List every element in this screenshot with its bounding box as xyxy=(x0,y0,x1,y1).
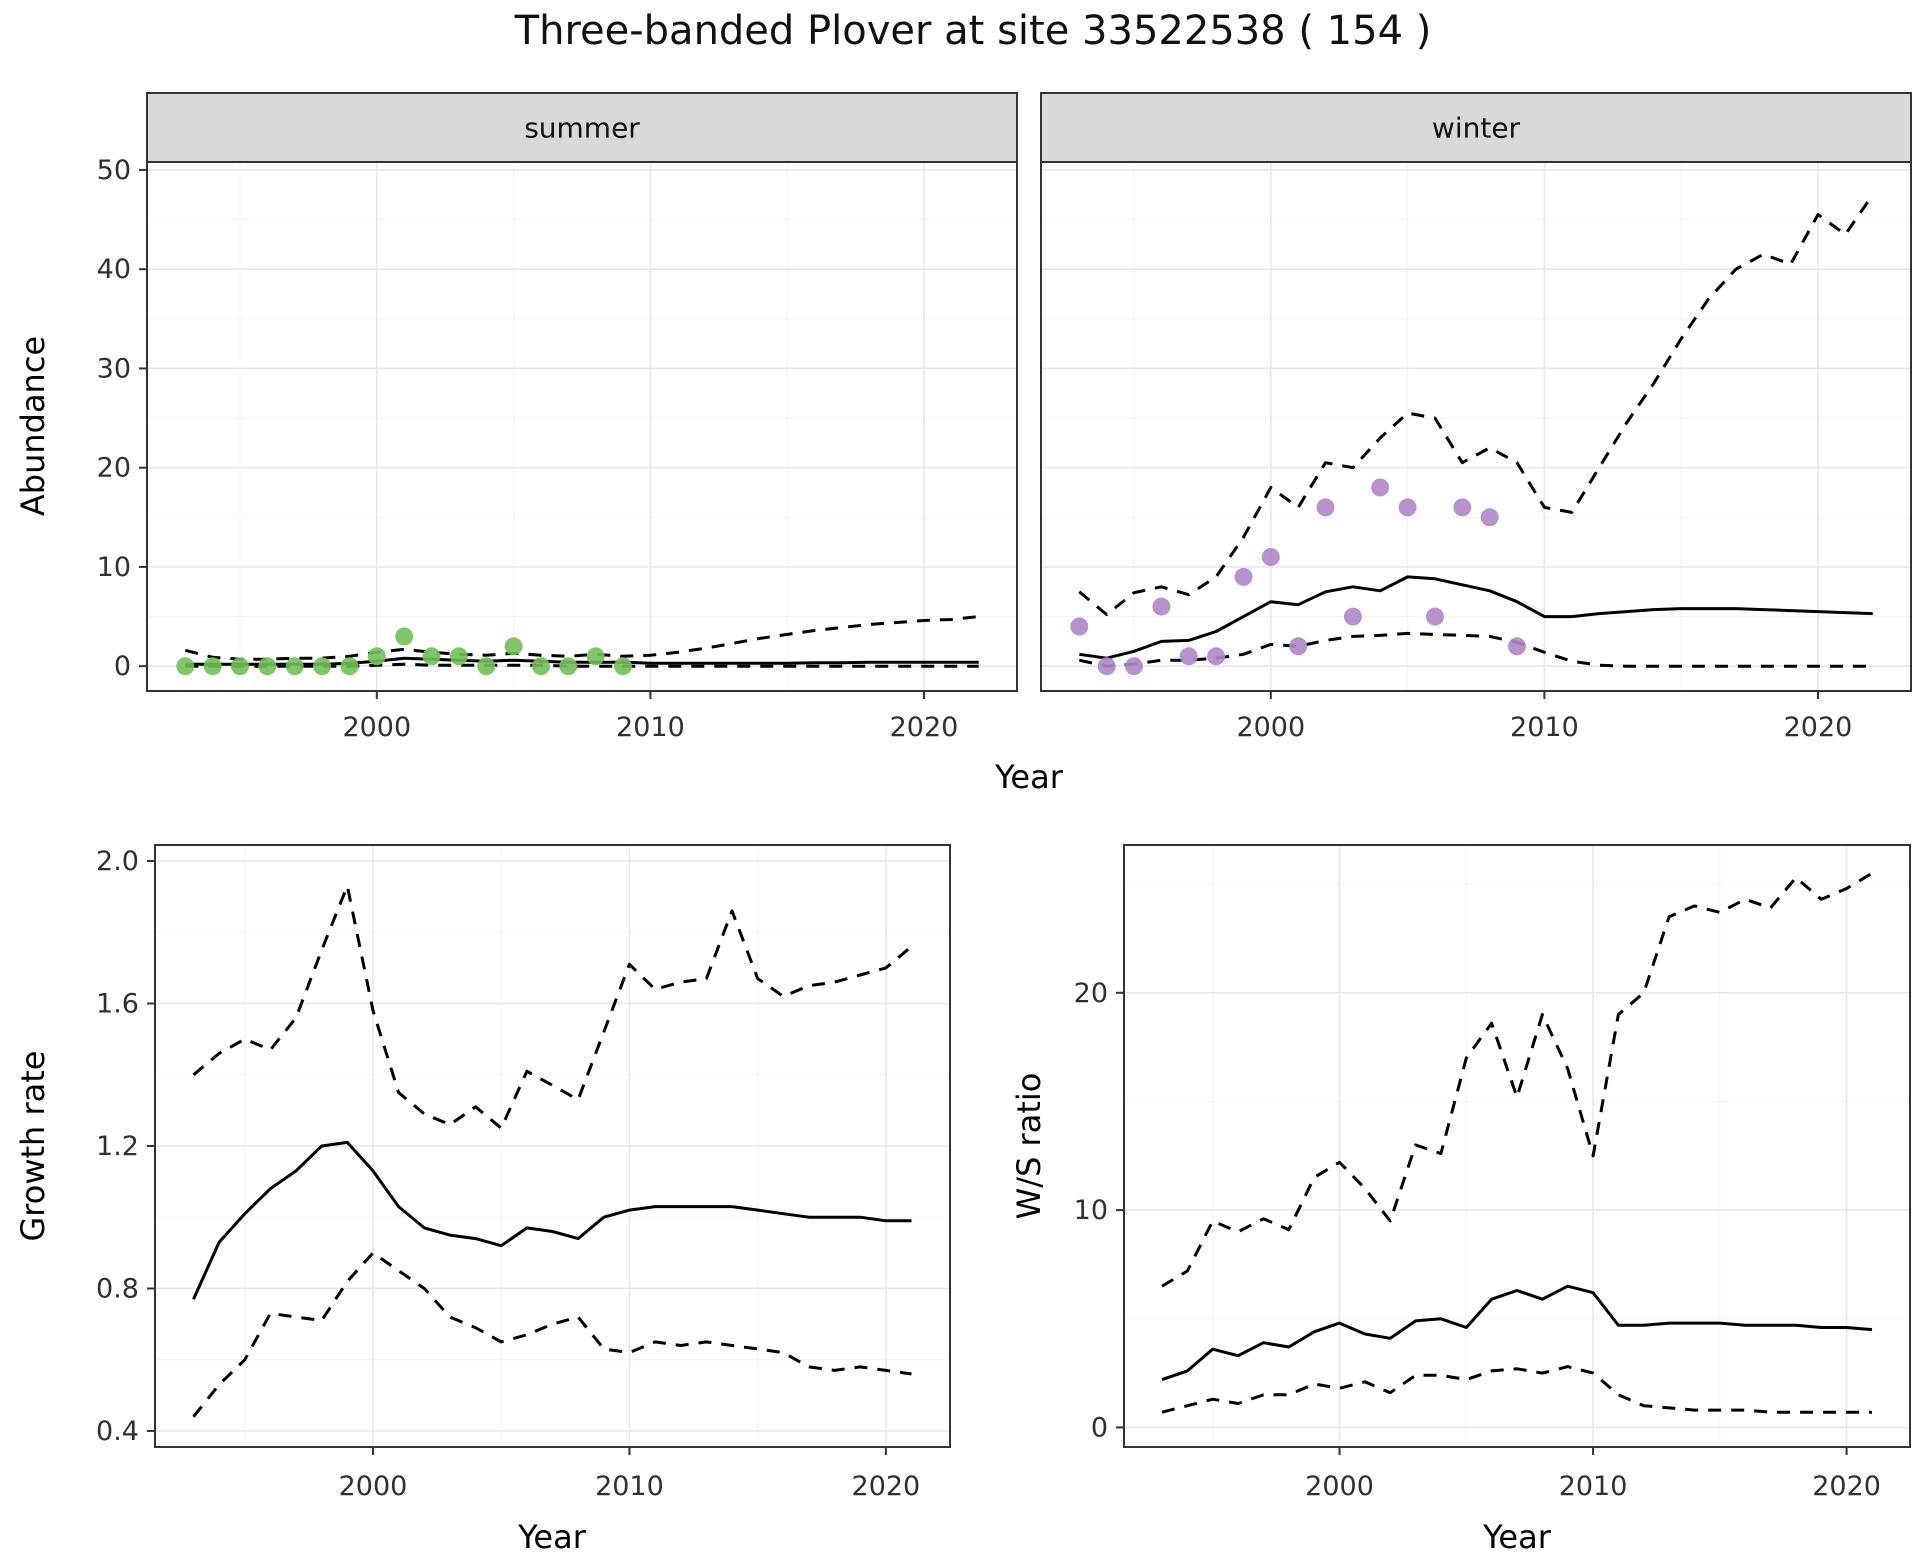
panel-background xyxy=(1124,845,1910,1447)
observed-point xyxy=(340,657,359,676)
observed-point xyxy=(258,657,277,676)
x-tick-label: 2010 xyxy=(595,1471,664,1502)
observed-point xyxy=(285,657,304,676)
y-tick-label: 20 xyxy=(1074,978,1108,1009)
observed-point xyxy=(1343,607,1362,626)
observed-point xyxy=(1289,637,1308,656)
y-tick-label: 2.0 xyxy=(96,846,139,877)
series-group-ws-ratio xyxy=(1161,872,1873,1414)
y-tick-label: 0 xyxy=(114,651,131,682)
y-axis-title: Abundance xyxy=(14,336,52,516)
observed-point xyxy=(1426,607,1444,626)
y-tick-label: 10 xyxy=(1074,1195,1108,1226)
x-tick-label: 2000 xyxy=(1236,712,1305,743)
x-tick-label: 2010 xyxy=(616,712,685,743)
x-tick-label: 2020 xyxy=(1812,1471,1881,1502)
observed-point xyxy=(1371,478,1390,497)
observed-point xyxy=(422,647,441,666)
observed-point xyxy=(203,657,222,676)
y-tick-label: 1.2 xyxy=(96,1131,139,1162)
y-tick-label: 40 xyxy=(97,254,131,285)
x-axis-title: Year xyxy=(994,758,1064,796)
y-axis-title: W/S ratio xyxy=(1010,1073,1048,1220)
observed-point xyxy=(614,657,632,676)
facet-strip xyxy=(146,92,1018,163)
y-tick-label: 50 xyxy=(97,155,131,186)
observed-point xyxy=(1070,617,1089,636)
x-tick-label: 2000 xyxy=(1305,1471,1374,1502)
y-tick-label: 0.8 xyxy=(96,1273,139,1304)
x-tick-label: 2000 xyxy=(339,1471,408,1502)
chart-growth-rate: 2000 2010 2020 0.4 0.8 1.2 1.6 2.0 Growth rate Ye… xyxy=(14,844,951,1556)
panel-summer: 2000 2010 2020 0 10 20 30 40 50 summer xyxy=(97,92,1018,743)
panel-winter: 2000 2010 2020 winter xyxy=(1040,92,1912,743)
chart-ws-ratio: 2000 2010 2020 0 10 20 W/S ratio Year xyxy=(1010,844,1911,1556)
x-tick-label: 2020 xyxy=(852,1471,921,1502)
y-tick-label: 0.4 xyxy=(96,1416,139,1447)
observed-point xyxy=(449,647,468,666)
observed-point xyxy=(504,637,523,656)
upper-ci-line xyxy=(1078,193,1874,617)
observed-point xyxy=(1125,657,1143,676)
series-group-growth-rate xyxy=(192,884,913,1418)
observed-point xyxy=(477,657,496,676)
observed-point xyxy=(395,627,414,646)
observed-point xyxy=(586,647,605,666)
observed-point xyxy=(1097,657,1116,676)
x-tick-label: 2000 xyxy=(342,712,411,743)
facet-strip-label: summer xyxy=(524,112,640,145)
observed-point xyxy=(313,657,332,676)
x-tick-label: 2020 xyxy=(1784,712,1853,743)
observed-point xyxy=(1398,498,1417,517)
facet-strip xyxy=(1040,92,1912,163)
lower-ci-line xyxy=(1161,1365,1872,1414)
y-tick-label: 0 xyxy=(1091,1412,1108,1443)
panel-background xyxy=(147,162,1017,691)
observed-point xyxy=(1508,637,1526,656)
fit-line xyxy=(1079,575,1873,660)
facet-strip-label: winter xyxy=(1432,112,1521,145)
x-axis-title: Year xyxy=(1482,1518,1552,1556)
x-axis-title: Year xyxy=(517,1518,587,1556)
upper-ci-line xyxy=(184,615,979,661)
lower-ci-line xyxy=(185,662,979,668)
observed-point xyxy=(1453,498,1472,517)
lower-ci-line xyxy=(1078,631,1873,668)
x-tick-label: 2010 xyxy=(1559,1471,1628,1502)
panel-growth-rate: 2000 2010 2020 0.4 0.8 1.2 1.6 2.0 xyxy=(96,844,951,1502)
y-axis-title: Growth rate xyxy=(14,1051,52,1242)
observed-point xyxy=(231,657,249,676)
observed-point xyxy=(367,647,386,666)
panel-background xyxy=(1041,162,1911,691)
observed-point xyxy=(1261,548,1280,566)
panel-ws-ratio: 2000 2010 2020 0 10 20 xyxy=(1074,844,1911,1502)
series-group-summer xyxy=(176,615,979,676)
series-group-winter xyxy=(1070,193,1874,676)
upper-ci-line xyxy=(1161,872,1873,1288)
panel-border xyxy=(1123,844,1911,1448)
lower-ci-line xyxy=(192,1251,912,1418)
observed-point xyxy=(1316,498,1335,517)
observed-point xyxy=(1152,597,1171,616)
fit-line xyxy=(192,1140,912,1300)
observed-point xyxy=(1480,508,1499,527)
y-tick-label: 10 xyxy=(97,552,131,583)
upper-ci-line xyxy=(192,884,913,1130)
x-tick-label: 2010 xyxy=(1510,712,1579,743)
observed-point xyxy=(1179,647,1198,666)
observed-point xyxy=(1234,567,1253,586)
fit-line xyxy=(1161,1284,1873,1382)
y-tick-label: 30 xyxy=(97,353,131,384)
observed-point xyxy=(176,657,195,676)
y-tick-label: 20 xyxy=(97,453,131,484)
observed-point xyxy=(532,657,550,676)
observed-point xyxy=(1207,647,1226,666)
y-tick-label: 1.6 xyxy=(96,989,139,1020)
x-tick-label: 2020 xyxy=(890,712,959,743)
observed-point xyxy=(559,657,578,676)
plot-title: Three-banded Plover at site 33522538 ( 1… xyxy=(514,8,1432,54)
chart-abundance: 2000 2010 2020 0 10 20 30 40 50 summer 2000 2010 202… xyxy=(14,92,1912,796)
